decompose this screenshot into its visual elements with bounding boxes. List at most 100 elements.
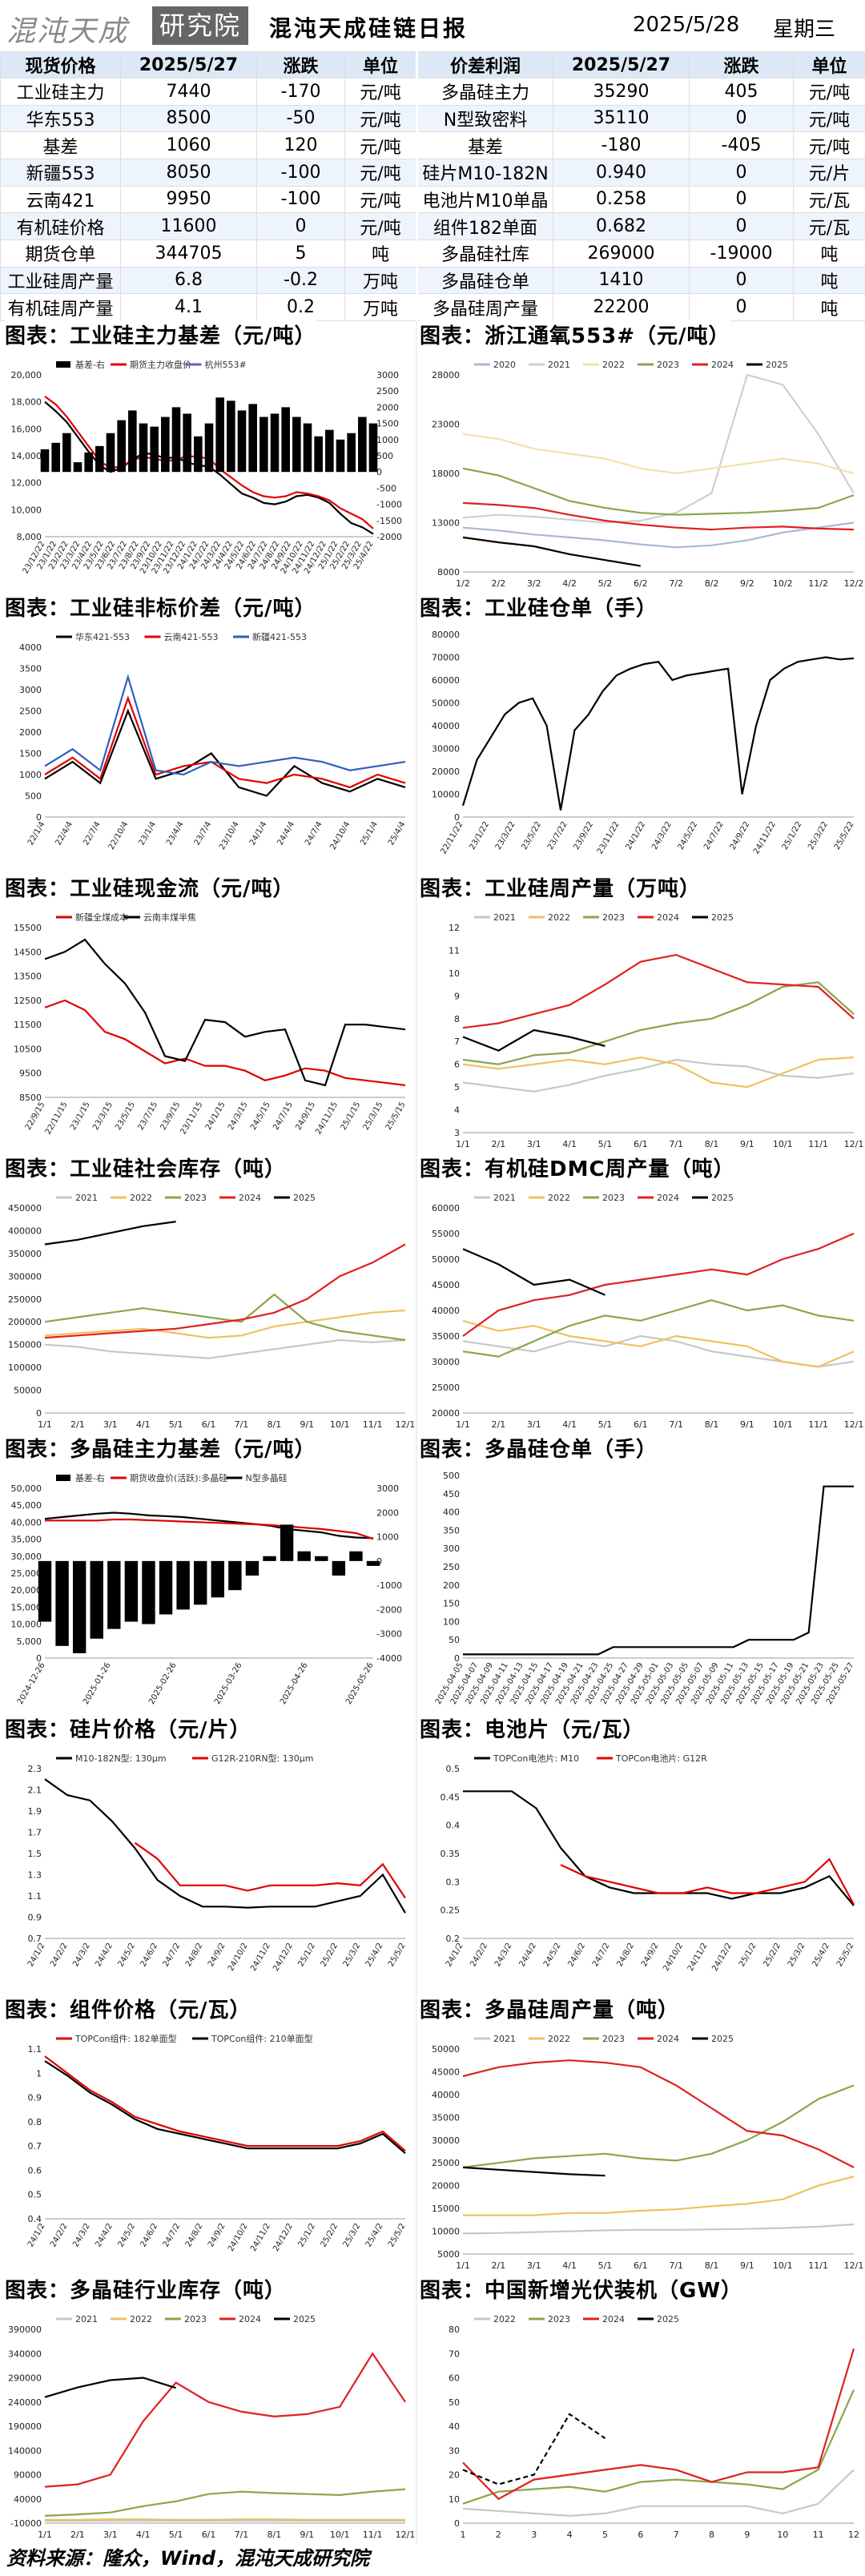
x-tick-label: 24/9/2 [207, 1942, 227, 1968]
series-line [462, 536, 641, 567]
table-cell: 1060 [120, 131, 257, 159]
table-row: 有机硅周产量 4.1 0.2 万吨 多晶硅周产量 22200 0 吨 [0, 293, 865, 321]
x-tick-label: 2/1 [492, 1139, 506, 1149]
y-tick-label: 400 [443, 1507, 460, 1518]
x-tick-label: 24/11/22 [752, 820, 778, 855]
table-cell: 0 [256, 212, 345, 240]
panel-title-weekly-output: 图表：工业硅周产量（万吨） [420, 873, 702, 905]
series-line [462, 2166, 606, 2177]
basis-bar [270, 413, 280, 473]
basis-bar [211, 1560, 224, 1598]
x-tick-label: 25/1/2 [296, 1942, 317, 1968]
x-tick-label: 23/7/4 [193, 820, 214, 847]
x-tick-label: 23/9/22 [572, 820, 595, 851]
legend-label: TOPCon组件: 210单面型 [211, 2033, 313, 2044]
y-tick-label: 9500 [19, 1069, 42, 1079]
chart-svg: 2021 2022 2023 2024 2025 60000 55000 50000 45000… [432, 1193, 863, 1430]
x-tick-label: 25/4/2 [811, 1942, 831, 1968]
legend-label: 2025 [293, 1193, 316, 1203]
y-tick-label: 20000 [432, 1408, 460, 1419]
x-tick-label: 23/10/4 [218, 820, 241, 851]
x-tick-label: 8/1 [705, 1419, 719, 1430]
series-line [462, 373, 855, 524]
y-tick-label: 340000 [8, 2349, 42, 2359]
chart-basis: 基差-右 期货主力收盘价 杭州553# 20,000 18,000 16,000 14,00… [0, 352, 415, 593]
y-tick-label: 300000 [8, 1271, 42, 1282]
y-tick-label: 0 [454, 812, 460, 823]
x-tick-label: 8/1 [705, 1139, 719, 1149]
x-tick-label: 12 [848, 2530, 859, 2540]
table-cell: 多晶硅社库 [416, 239, 553, 268]
basis-bar [336, 439, 345, 473]
series-line [462, 1248, 606, 1296]
table-header: 2025/5/27 [120, 51, 257, 78]
basis-bar [325, 429, 334, 473]
legend-label: 2024 [657, 912, 679, 923]
chart-svg: TOPCon组件: 182单面型 TOPCon组件: 210单面型 1.1 1 0.9 0… [26, 2033, 408, 2253]
basis-bar [237, 410, 247, 473]
basis-bar [124, 1560, 139, 1622]
x-tick-label: 24/4/2 [517, 1942, 538, 1968]
legend-swatch [56, 1475, 70, 1481]
y-tick-label: 13000 [432, 518, 460, 529]
y-tick-label: 100 [443, 1616, 460, 1627]
table-cell: 8500 [120, 104, 257, 133]
x-tick-label: 25/1/4 [359, 820, 380, 847]
table-header: 价差利润 [416, 51, 553, 78]
y2-tick-label: 0 [376, 467, 382, 477]
chart-wafer-price: M10-182N型: 130μm G12R-210RN型: 130μm 2.3 2.1… [0, 1746, 415, 1994]
y-tick-label: 30,000 [11, 1552, 42, 1562]
panel-title-basis: 图表：工业硅主力基差（元/吨） [5, 320, 316, 352]
x-tick-label: 24/11/15 [314, 1101, 340, 1136]
y-tick-label: 14,000 [11, 451, 42, 461]
x-tick-label: 12/1 [844, 2260, 863, 2271]
y-tick-label: 16,000 [11, 424, 42, 434]
x-tick-label: 4/1 [562, 1139, 577, 1149]
x-tick-label: 25/5/2 [387, 2222, 408, 2248]
y-tick-label: 70000 [432, 653, 460, 663]
y-tick-label: 390000 [8, 2324, 42, 2335]
table-row: 新疆553 8050 -100 元/吨 硅片M10-182N 0.940 0 元/片 [0, 158, 865, 187]
y-tick-label: 1.9 [28, 1806, 42, 1817]
x-tick-label: 11/1 [363, 1419, 383, 1430]
x-tick-label: 8 [709, 2530, 714, 2540]
y-tick-label: 45000 [432, 2067, 460, 2077]
y-tick-label: 9 [454, 991, 460, 1001]
x-tick-label: 24/5/22 [677, 820, 700, 851]
x-tick-label: 23/1/15 [69, 1101, 92, 1132]
x-tick-label: 22/11/22 [440, 820, 465, 855]
x-tick-label: 24/4/2 [94, 2222, 115, 2248]
legend-swatch [56, 361, 70, 368]
y2-tick-label: 1500 [376, 419, 399, 429]
x-tick-label: 3/2 [527, 578, 541, 589]
table-cell: 元/吨 [793, 131, 865, 159]
x-tick-label: 12/1 [844, 1419, 863, 1430]
table-cell: 万吨 [344, 293, 418, 321]
x-tick-label: 9/1 [300, 1419, 314, 1430]
table-cell: 元/吨 [344, 158, 418, 187]
chart-poly-basis: 基差-右 期货收盘价(活跃):多晶硅 N型多晶硅 50,000 45,000 40,000… [0, 1466, 415, 1714]
y2-tick-label: -1000 [376, 1580, 402, 1591]
y-tick-label: 0.8 [28, 2117, 42, 2127]
x-tick-label: 24/10/2 [662, 1942, 685, 1973]
y-tick-label: 1.1 [28, 1891, 42, 1902]
y-tick-label: 25000 [432, 1383, 460, 1393]
logo-text: 混沌天成 [6, 15, 129, 48]
x-tick-label: 24/7/2 [591, 1942, 612, 1968]
series-line [462, 467, 855, 516]
table-cell: 7440 [120, 78, 257, 106]
x-tick-label: 22/9/15 [24, 1101, 47, 1132]
chart-zhejiang-553: 2020 2021 2022 2023 2024 2025 28000 23000 18000 1… [418, 352, 863, 593]
y-tick-label: 0.7 [28, 1934, 42, 1944]
x-tick-label: 24/7/2 [162, 1942, 183, 1968]
chart-svg: 基差-右 期货收盘价(活跃):多晶硅 N型多晶硅 50,000 45,000 40,000… [11, 1472, 402, 1706]
x-tick-label: 10/1 [773, 2260, 793, 2271]
basis-bar [315, 1556, 328, 1561]
chart-poly-output: 2021 2022 2023 2024 2025 50000 45000 40000 35000… [418, 2027, 863, 2275]
basis-bar [260, 417, 268, 473]
table-row: 华东553 8500 -50 元/吨 N型致密料 35110 0 元/吨 [0, 104, 865, 133]
y-tick-label: 50000 [432, 698, 460, 709]
x-tick-label: 1/1 [456, 2260, 470, 2271]
basis-bar [194, 1560, 207, 1605]
x-tick-label: 3/1 [527, 1419, 541, 1430]
